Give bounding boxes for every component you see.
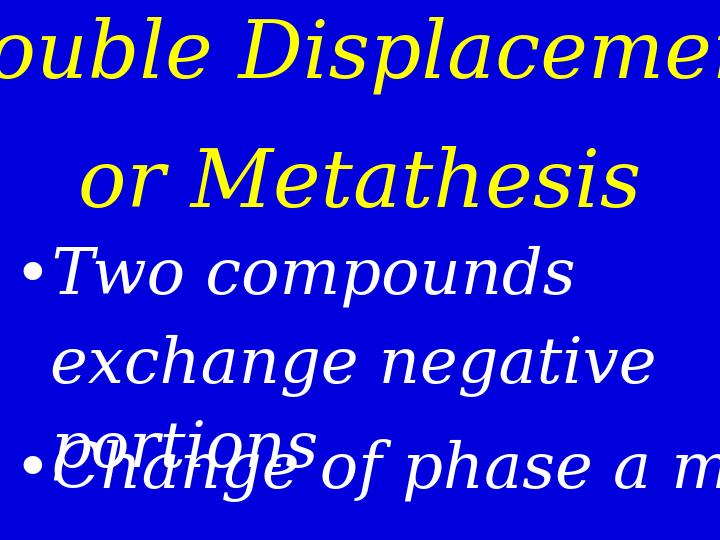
Text: •Two compounds: •Two compounds: [14, 246, 576, 307]
Text: Double Displacement: Double Displacement: [0, 16, 720, 94]
Text: exchange negative: exchange negative: [50, 335, 657, 397]
Text: portions: portions: [50, 418, 319, 480]
Text: •Change of phase a must: •Change of phase a must: [14, 439, 720, 502]
Text: or Metathesis: or Metathesis: [78, 146, 642, 224]
